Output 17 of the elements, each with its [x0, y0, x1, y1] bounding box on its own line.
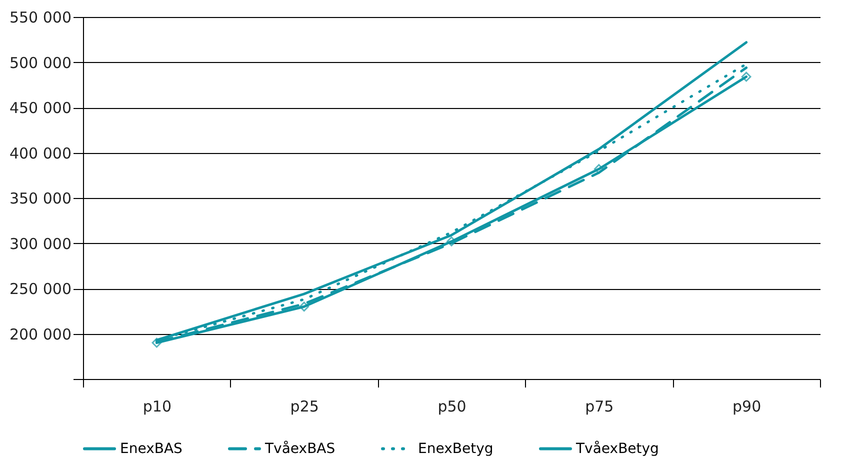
x-tick-label: p50 [438, 398, 466, 416]
y-tick-label: 200 000 [9, 325, 72, 344]
y-tick-label: 250 000 [9, 280, 72, 298]
legend-label: EnexBetyg [418, 440, 494, 457]
legend-label: EnexBAS [120, 440, 183, 457]
y-tick-label: 550 000 [9, 8, 72, 26]
y-tick-label: 300 000 [9, 234, 72, 253]
y-tick-label: 500 000 [9, 54, 72, 72]
x-tick-label: p90 [732, 398, 762, 416]
x-tick-label: p75 [585, 398, 614, 416]
x-tick-label: p25 [290, 398, 319, 416]
y-tick-label: 450 000 [9, 99, 72, 117]
y-tick-label: 400 000 [9, 144, 72, 162]
x-tick-label: p10 [142, 398, 172, 416]
legend-label: TvåexBetyg [575, 440, 659, 457]
y-tick-label: 350 000 [9, 190, 72, 208]
legend-label: TvåexBAS [264, 440, 336, 457]
